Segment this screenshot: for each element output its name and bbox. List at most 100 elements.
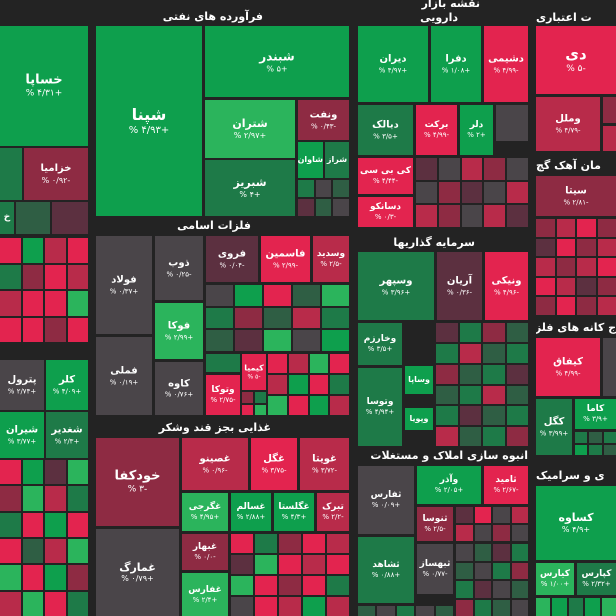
tile[interactable] [22,565,43,590]
tile-kiaras[interactable]: کیارس +۱/۰۰ % [536,563,574,595]
tile[interactable] [309,396,329,415]
tile[interactable] [22,264,43,289]
tile-kama[interactable]: کاما +۳/۹ % [575,399,616,429]
tile[interactable] [333,199,349,216]
tile[interactable] [461,205,483,227]
tile[interactable] [45,486,66,511]
tile[interactable] [461,158,483,180]
tile[interactable] [264,285,291,306]
tile[interactable] [459,343,481,363]
tile[interactable] [603,444,616,455]
tile[interactable] [597,219,616,237]
tile[interactable] [268,375,287,394]
tile[interactable] [536,277,555,296]
tile[interactable] [603,432,616,443]
tile[interactable] [601,598,616,616]
tile[interactable] [67,291,88,316]
tile[interactable] [206,354,240,372]
tile[interactable] [461,181,483,204]
tile-kave[interactable]: کاوه +۰/۷۶ % [155,362,203,415]
tile[interactable] [597,277,616,296]
tile[interactable] [298,180,314,197]
tile[interactable] [279,597,301,616]
tile[interactable] [303,534,325,553]
tile-ghakorji[interactable]: غگرجی +۴/۹۵ % [182,493,228,531]
tile[interactable] [45,460,66,485]
tile[interactable] [577,238,596,257]
tile[interactable] [577,219,596,237]
tile[interactable] [506,385,528,405]
tile[interactable] [22,512,43,537]
tile[interactable] [255,576,277,595]
tile-vakharazm[interactable]: وخارزم +۳/۵ % [358,323,402,365]
tile[interactable] [597,238,616,257]
tile-ghegol[interactable]: غگل -۳/۷۵ % [251,438,297,490]
tile[interactable] [493,525,510,541]
tile[interactable] [416,181,437,204]
tile[interactable] [436,343,458,363]
tile[interactable] [511,544,528,561]
tile[interactable] [231,576,253,595]
tile[interactable] [322,285,349,306]
header-food[interactable]: غذایی بجز قند وشکر [158,421,271,434]
tile[interactable] [235,307,262,329]
tile[interactable] [436,364,458,384]
tile[interactable] [288,396,308,415]
tile[interactable] [506,323,528,342]
tile-dafra[interactable]: دفرا +۱/۰۸ % [431,26,481,102]
tile[interactable] [396,606,415,616]
tile[interactable] [536,219,555,237]
tile[interactable] [0,539,21,564]
tile[interactable] [483,385,505,405]
tile-shebriz[interactable]: شبریز +۴ % [205,160,295,216]
tile-tabarak[interactable]: تبرک -۲/۲ % [317,493,349,531]
tile[interactable] [255,555,277,574]
tile[interactable] [67,539,88,564]
tile[interactable] [235,330,262,351]
tile[interactable] [507,205,528,227]
tile[interactable] [459,427,481,446]
tile[interactable] [67,591,88,616]
tile-shalvan[interactable]: شاوان [298,142,323,178]
tile[interactable] [511,525,528,541]
tile-tashahd[interactable]: ثشاهد +۰/۸۸ % [358,537,414,603]
tile[interactable] [536,238,555,257]
tile[interactable] [416,606,434,616]
tile[interactable] [456,581,473,598]
tile-di[interactable]: دی -۵ % [536,26,616,94]
tile[interactable] [416,158,437,180]
tile[interactable] [0,148,22,200]
tile-foroy[interactable]: فروی -۰/۰۴ % [206,236,258,282]
tile[interactable] [67,238,88,263]
tile[interactable] [483,427,505,446]
tile[interactable] [438,205,460,227]
tile[interactable] [577,258,596,276]
tile[interactable] [493,562,510,579]
tile-vatoosa[interactable]: وتوسا +۴/۹۴ % [358,368,402,446]
tile-vanaft[interactable]: ونفت -۰/۴۳ % [298,100,349,140]
tile[interactable] [556,219,575,237]
tile-fooka[interactable]: فوکا +۲/۹۹ % [155,303,203,359]
tile[interactable] [0,291,21,316]
tile[interactable] [268,354,287,373]
tile[interactable] [483,364,505,384]
tile[interactable] [67,486,88,511]
tile-kimia[interactable]: کیمیا -۵ % [242,354,266,390]
tile[interactable] [327,576,349,595]
tile[interactable] [456,562,473,579]
tile-ghouita[interactable]: غویتا -۳/۷۲ % [300,438,349,490]
tile[interactable] [556,297,575,315]
tile[interactable] [333,180,349,197]
tile-dashimi[interactable]: دشیمی -۴/۹۹ % [484,26,528,102]
tile[interactable] [303,555,325,574]
tile[interactable] [511,507,528,523]
tile[interactable] [22,238,43,263]
tile[interactable] [474,507,491,523]
tile[interactable] [67,565,88,590]
tile[interactable] [589,432,602,443]
tile[interactable] [597,258,616,276]
tile-kifaq[interactable]: کیفاق -۴/۹۹ % [536,338,600,396]
tile-ghfars[interactable]: غفارس +۲/۴ % [182,573,228,616]
tile[interactable] [206,307,233,329]
tile-diran[interactable]: دیران +۴/۹۷ % [358,26,428,102]
